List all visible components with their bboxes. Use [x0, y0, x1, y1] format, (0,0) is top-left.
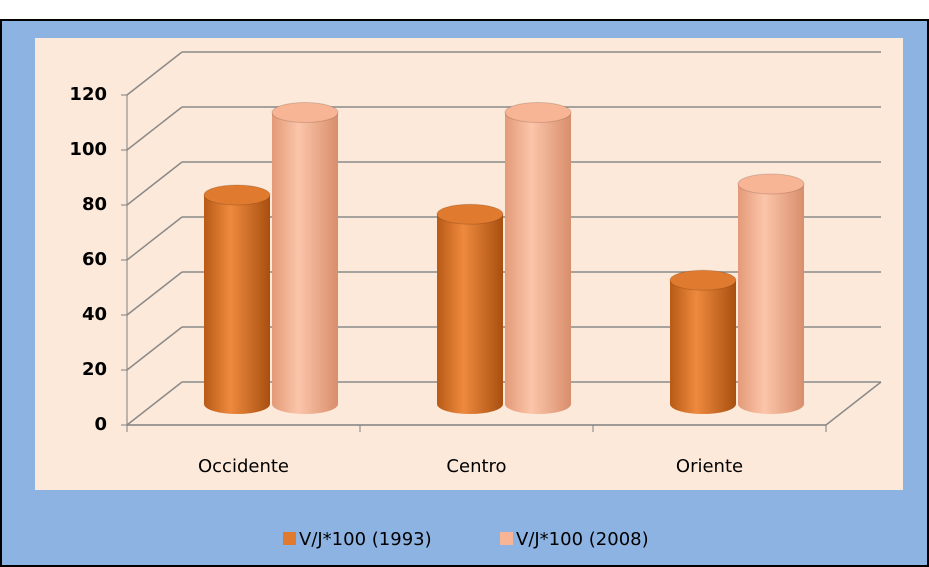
bar [505, 112, 571, 414]
x-tick-label: Oriente [676, 456, 743, 477]
bar-top [504, 102, 572, 123]
bar-top [203, 184, 271, 206]
bar [437, 214, 503, 414]
bar-top [737, 173, 805, 195]
y-tick-label: 80 [82, 194, 107, 215]
y-tick-label: 0 [94, 414, 107, 435]
grid-line-side [126, 326, 183, 371]
legend-swatch [283, 532, 296, 545]
grid-line-side [126, 216, 183, 261]
bar-top [669, 269, 737, 291]
x-tick-label: Centro [446, 456, 506, 477]
y-tick-label: 40 [82, 304, 107, 325]
grid-line-side [126, 51, 183, 96]
grid-line-side [126, 381, 183, 426]
y-tick-label: 60 [82, 249, 107, 270]
bar-top [436, 203, 504, 225]
bar [204, 195, 270, 414]
legend-swatch [500, 532, 513, 545]
legend-label: V/J*100 (1993) [299, 529, 432, 550]
y-tick-label: 120 [69, 84, 107, 105]
y-tick-label: 20 [82, 359, 107, 380]
grid-line-side [126, 161, 183, 206]
bar-top [271, 102, 339, 123]
floor-edge [825, 381, 882, 426]
bar [272, 112, 338, 414]
y-tick-label: 100 [69, 139, 107, 160]
grid-line-side [126, 106, 183, 151]
grid-line-side [126, 271, 183, 316]
legend-label: V/J*100 (2008) [516, 529, 649, 550]
bar [738, 184, 804, 414]
x-tick-label: Occidente [198, 456, 289, 477]
bar [670, 280, 736, 414]
